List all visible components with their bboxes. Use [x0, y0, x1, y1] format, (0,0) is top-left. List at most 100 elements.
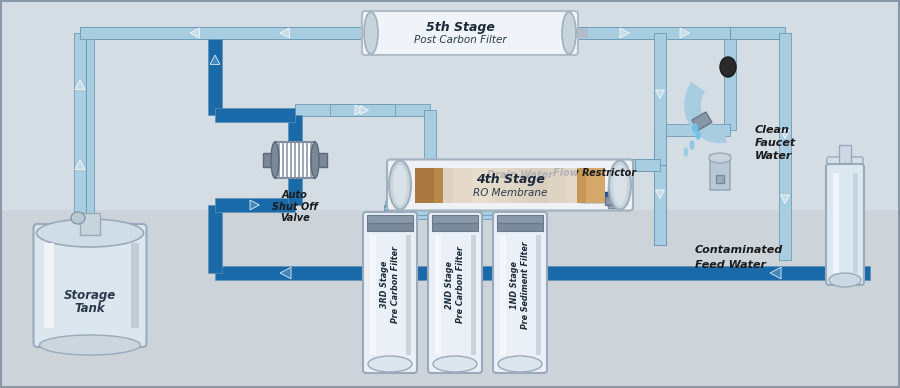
Ellipse shape [368, 356, 412, 372]
Text: Water: Water [755, 151, 792, 161]
Bar [86, 33, 94, 213]
FancyBboxPatch shape [826, 164, 864, 285]
Bar [80, 27, 730, 39]
Bar [385, 205, 525, 215]
Bar [710, 155, 730, 190]
Bar [208, 205, 222, 273]
Bar [692, 112, 712, 130]
Bar [654, 165, 666, 245]
Ellipse shape [40, 335, 140, 355]
FancyBboxPatch shape [362, 11, 578, 55]
Ellipse shape [433, 356, 477, 372]
FancyBboxPatch shape [428, 212, 482, 373]
FancyBboxPatch shape [363, 212, 417, 373]
Bar [730, 27, 785, 39]
Text: Contaminated: Contaminated [695, 245, 783, 255]
Bar [406, 235, 411, 355]
Polygon shape [770, 267, 781, 279]
Bar [833, 173, 839, 273]
Text: 1ND Stage
Pre Sediment Filter: 1ND Stage Pre Sediment Filter [510, 241, 530, 329]
Text: Flow Restrictor: Flow Restrictor [554, 168, 636, 178]
Bar [567, 168, 586, 203]
Bar [288, 115, 302, 205]
Text: Faucet: Faucet [755, 138, 796, 148]
Bar [435, 235, 441, 355]
Text: Tank: Tank [75, 301, 105, 315]
Text: RO Membrane: RO Membrane [472, 188, 547, 198]
Bar [370, 235, 376, 355]
Ellipse shape [720, 57, 736, 77]
Text: Auto
Shut Off
Valve: Auto Shut Off Valve [272, 190, 318, 223]
Text: Post Carbon Filter: Post Carbon Filter [414, 35, 507, 45]
Ellipse shape [71, 212, 85, 224]
Bar [545, 192, 580, 202]
Bar [74, 33, 86, 290]
Bar [839, 145, 851, 163]
Ellipse shape [37, 219, 143, 247]
Ellipse shape [311, 142, 319, 178]
Bar [384, 207, 396, 210]
Bar [432, 215, 478, 223]
Bar [497, 223, 543, 231]
Ellipse shape [271, 142, 279, 178]
Bar [367, 215, 413, 223]
Polygon shape [280, 28, 290, 38]
Bar [853, 173, 858, 273]
Bar [654, 130, 666, 245]
Ellipse shape [498, 356, 542, 372]
Bar [660, 124, 730, 136]
Polygon shape [250, 200, 259, 210]
Bar [263, 153, 275, 167]
Text: 3RD Stage
Pre Carbon Filter: 3RD Stage Pre Carbon Filter [381, 246, 400, 323]
Bar [275, 142, 315, 178]
Bar [510, 168, 528, 203]
Bar [514, 207, 526, 210]
Bar [574, 28, 588, 38]
Ellipse shape [695, 130, 701, 140]
Polygon shape [290, 165, 300, 174]
Bar [605, 197, 621, 205]
Text: Feed Water: Feed Water [695, 260, 766, 270]
Bar [471, 235, 476, 355]
Text: Drain Water: Drain Water [487, 170, 553, 180]
FancyBboxPatch shape [443, 165, 577, 205]
Bar [608, 186, 618, 208]
Bar [424, 110, 436, 205]
Ellipse shape [364, 12, 378, 54]
Bar [635, 159, 660, 171]
Bar [453, 168, 472, 203]
Bar [716, 175, 724, 183]
Bar [432, 223, 478, 231]
Bar [500, 235, 506, 355]
FancyBboxPatch shape [33, 224, 147, 347]
Bar [415, 168, 434, 203]
Polygon shape [780, 130, 789, 139]
Bar [367, 223, 413, 231]
Bar [215, 266, 870, 280]
Bar [586, 168, 605, 203]
Polygon shape [618, 161, 626, 170]
Bar [80, 27, 370, 39]
Bar [575, 27, 730, 39]
Polygon shape [190, 28, 200, 38]
Bar [654, 33, 666, 165]
Text: 5th Stage: 5th Stage [426, 21, 494, 35]
Bar [449, 205, 461, 215]
Bar [536, 235, 541, 355]
Bar [43, 243, 53, 328]
Bar [491, 168, 509, 203]
Bar [315, 153, 327, 167]
Text: 2ND Stage
Pre Carbon Filter: 2ND Stage Pre Carbon Filter [446, 246, 464, 323]
Ellipse shape [613, 165, 627, 206]
Ellipse shape [689, 140, 695, 150]
Text: Clean: Clean [755, 125, 790, 135]
FancyBboxPatch shape [827, 157, 863, 173]
Bar [548, 168, 566, 203]
Text: 4th Stage: 4th Stage [475, 173, 544, 187]
Bar [724, 33, 736, 130]
Bar [600, 159, 660, 171]
Bar [529, 168, 547, 203]
Bar [215, 198, 295, 212]
FancyBboxPatch shape [387, 159, 633, 211]
Ellipse shape [609, 161, 631, 210]
